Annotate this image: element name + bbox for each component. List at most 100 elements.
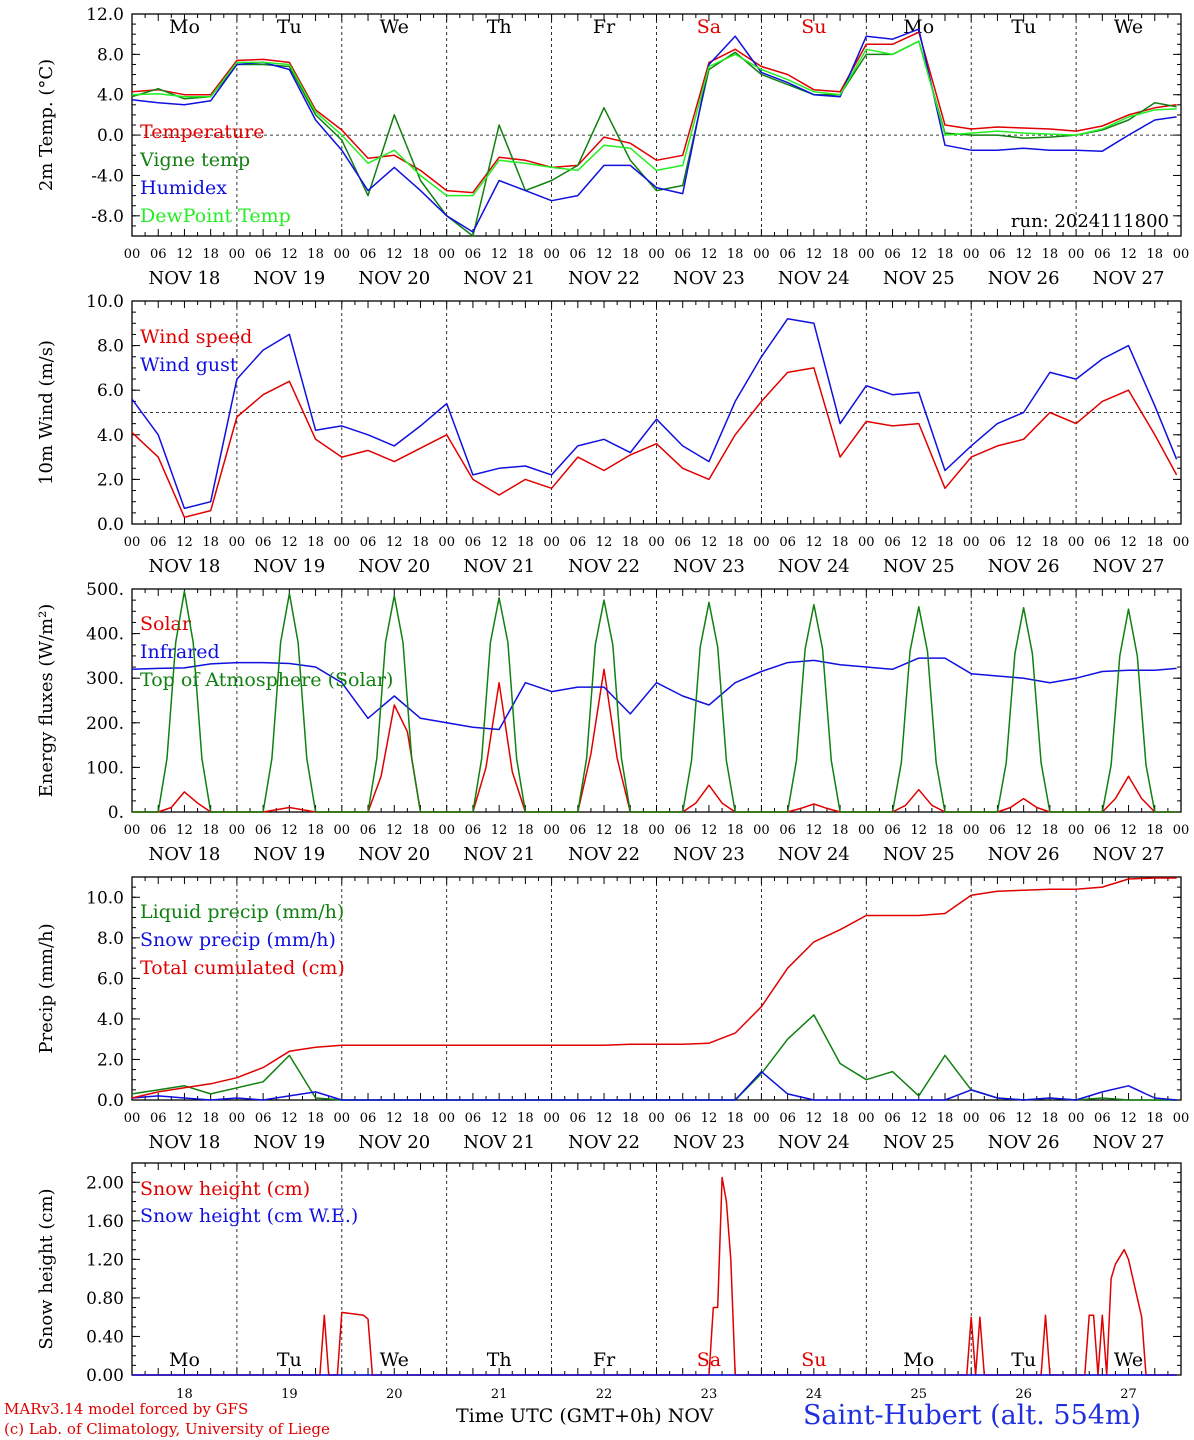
hour-tick-label: 12 bbox=[386, 247, 403, 262]
hour-tick-label: 00 bbox=[1068, 247, 1085, 262]
day-number-label: 21 bbox=[491, 1387, 508, 1402]
hour-tick-label: 18 bbox=[937, 247, 954, 262]
hour-tick-label: 18 bbox=[412, 535, 429, 550]
hour-tick-label: 18 bbox=[832, 247, 849, 262]
legend-entry: Vigne temp bbox=[139, 149, 250, 171]
hour-tick-label: 00 bbox=[858, 247, 875, 262]
date-label: NOV 21 bbox=[463, 556, 535, 577]
hour-tick-label: 12 bbox=[176, 1111, 193, 1126]
series-line-temperature bbox=[131, 31, 1177, 194]
y-axis-label: 10m Wind (m/s) bbox=[36, 340, 57, 485]
hour-tick-label: 12 bbox=[596, 247, 613, 262]
date-label: NOV 20 bbox=[358, 268, 430, 289]
hour-tick-label: 12 bbox=[1120, 535, 1137, 550]
y-tick-label: 500. bbox=[86, 580, 124, 600]
hour-tick-label: 00 bbox=[124, 1111, 141, 1126]
hour-tick-label: 06 bbox=[255, 247, 272, 262]
series-line-temperature bbox=[131, 40, 1177, 237]
hour-tick-label: 06 bbox=[255, 823, 272, 838]
hour-tick-label: 12 bbox=[1015, 247, 1032, 262]
hour-tick-label: 06 bbox=[465, 247, 482, 262]
hour-tick-label: 00 bbox=[229, 1111, 246, 1126]
hour-tick-label: 00 bbox=[124, 535, 141, 550]
date-label: NOV 23 bbox=[673, 556, 745, 577]
y-tick-label: 200. bbox=[86, 714, 124, 734]
hour-tick-label: 00 bbox=[543, 1111, 560, 1126]
series-line-temperature bbox=[131, 28, 1177, 233]
hour-tick-label: 18 bbox=[622, 1111, 639, 1126]
date-label: NOV 26 bbox=[988, 844, 1060, 865]
hour-tick-label: 06 bbox=[884, 535, 901, 550]
lab-credit: (c) Lab. of Climatology, University of L… bbox=[4, 1420, 330, 1438]
legend-entry: DewPoint Temp bbox=[140, 205, 291, 227]
hour-tick-label: 06 bbox=[989, 823, 1006, 838]
day-number-label: 25 bbox=[910, 1387, 927, 1402]
legend-entry: Snow height (cm) bbox=[140, 1178, 310, 1200]
hour-tick-label: 00 bbox=[438, 823, 455, 838]
hour-tick-label: 00 bbox=[753, 1111, 770, 1126]
hour-tick-label: 06 bbox=[360, 247, 377, 262]
hour-tick-label: 06 bbox=[570, 247, 587, 262]
hour-tick-label: 18 bbox=[307, 535, 324, 550]
hour-tick-label: 18 bbox=[937, 1111, 954, 1126]
hour-tick-label: 12 bbox=[281, 823, 298, 838]
hour-tick-label: 18 bbox=[727, 247, 744, 262]
hour-tick-label: 12 bbox=[701, 247, 718, 262]
hour-tick-label: 00 bbox=[543, 247, 560, 262]
hour-tick-label: 06 bbox=[255, 1111, 272, 1126]
hour-tick-label: 00 bbox=[1173, 1111, 1190, 1126]
y-tick-label: 8.0 bbox=[97, 337, 124, 357]
hour-tick-label: 00 bbox=[438, 247, 455, 262]
hour-tick-label: 18 bbox=[727, 535, 744, 550]
y-tick-label: 6.0 bbox=[97, 381, 124, 401]
legend-entry: Temperature bbox=[140, 121, 264, 143]
hour-tick-label: 06 bbox=[570, 535, 587, 550]
day-number-label: 22 bbox=[596, 1387, 613, 1402]
hour-tick-label: 06 bbox=[360, 1111, 377, 1126]
date-label: NOV 21 bbox=[463, 268, 535, 289]
hour-tick-label: 06 bbox=[884, 1111, 901, 1126]
date-label: NOV 24 bbox=[778, 1132, 850, 1153]
weekday-label: Sa bbox=[697, 16, 721, 38]
hour-tick-label: 12 bbox=[806, 823, 823, 838]
date-label: NOV 22 bbox=[568, 1132, 640, 1153]
hour-tick-label: 00 bbox=[124, 823, 141, 838]
run-annotation: run: 2024111800 bbox=[1011, 211, 1169, 232]
hour-tick-label: 06 bbox=[884, 247, 901, 262]
hour-tick-label: 00 bbox=[543, 823, 560, 838]
hour-tick-label: 00 bbox=[229, 247, 246, 262]
day-number-label: 19 bbox=[281, 1387, 298, 1402]
hour-tick-label: 00 bbox=[648, 247, 665, 262]
hour-tick-label: 18 bbox=[937, 535, 954, 550]
date-label: NOV 27 bbox=[1093, 556, 1165, 577]
weekday-label: Mo bbox=[169, 1349, 200, 1371]
hour-tick-label: 18 bbox=[1042, 247, 1059, 262]
date-label: NOV 18 bbox=[149, 1132, 221, 1153]
hour-tick-label: 18 bbox=[1147, 823, 1164, 838]
hour-tick-label: 18 bbox=[1042, 1111, 1059, 1126]
date-label: NOV 25 bbox=[883, 556, 955, 577]
hour-tick-label: 00 bbox=[1173, 535, 1190, 550]
hour-tick-label: 00 bbox=[334, 823, 351, 838]
weekday-label: Su bbox=[801, 1349, 826, 1371]
series-line-wind bbox=[131, 318, 1178, 510]
y-tick-label: -4.0 bbox=[91, 166, 124, 186]
hour-tick-label: 00 bbox=[1068, 823, 1085, 838]
series-line-precip bbox=[131, 1070, 1177, 1101]
series-line-temperature bbox=[131, 40, 1177, 197]
hour-tick-label: 00 bbox=[1173, 823, 1190, 838]
hour-tick-label: 06 bbox=[150, 823, 167, 838]
hour-tick-label: 06 bbox=[779, 823, 796, 838]
hour-tick-label: 06 bbox=[570, 823, 587, 838]
date-label: NOV 26 bbox=[988, 556, 1060, 577]
hour-tick-label: 12 bbox=[491, 1111, 508, 1126]
hour-tick-label: 18 bbox=[307, 823, 324, 838]
date-label: NOV 19 bbox=[253, 556, 325, 577]
hour-tick-label: 00 bbox=[963, 1111, 980, 1126]
y-tick-label: 8.0 bbox=[97, 45, 124, 65]
hour-tick-label: 00 bbox=[1068, 535, 1085, 550]
date-label: NOV 21 bbox=[463, 844, 535, 865]
hour-tick-label: 00 bbox=[753, 535, 770, 550]
hour-tick-label: 06 bbox=[150, 1111, 167, 1126]
hour-tick-label: 06 bbox=[989, 1111, 1006, 1126]
